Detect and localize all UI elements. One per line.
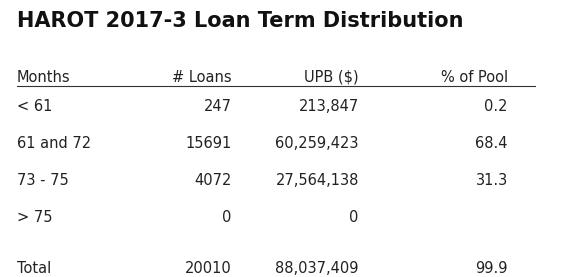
Text: 213,847: 213,847 [299, 99, 359, 114]
Text: 20010: 20010 [185, 261, 232, 276]
Text: Total: Total [17, 261, 51, 276]
Text: 0.2: 0.2 [484, 99, 508, 114]
Text: 0: 0 [222, 210, 232, 225]
Text: 4072: 4072 [194, 173, 232, 188]
Text: 99.9: 99.9 [475, 261, 508, 276]
Text: 60,259,423: 60,259,423 [275, 136, 359, 151]
Text: > 75: > 75 [17, 210, 52, 225]
Text: 88,037,409: 88,037,409 [275, 261, 359, 276]
Text: 68.4: 68.4 [475, 136, 508, 151]
Text: 15691: 15691 [186, 136, 232, 151]
Text: 61 and 72: 61 and 72 [17, 136, 91, 151]
Text: 73 - 75: 73 - 75 [17, 173, 68, 188]
Text: UPB ($): UPB ($) [304, 70, 359, 84]
Text: 31.3: 31.3 [475, 173, 508, 188]
Text: % of Pool: % of Pool [441, 70, 508, 84]
Text: 27,564,138: 27,564,138 [275, 173, 359, 188]
Text: # Loans: # Loans [172, 70, 232, 84]
Text: HAROT 2017-3 Loan Term Distribution: HAROT 2017-3 Loan Term Distribution [17, 11, 463, 30]
Text: 0: 0 [349, 210, 359, 225]
Text: Months: Months [17, 70, 70, 84]
Text: 247: 247 [204, 99, 232, 114]
Text: < 61: < 61 [17, 99, 52, 114]
